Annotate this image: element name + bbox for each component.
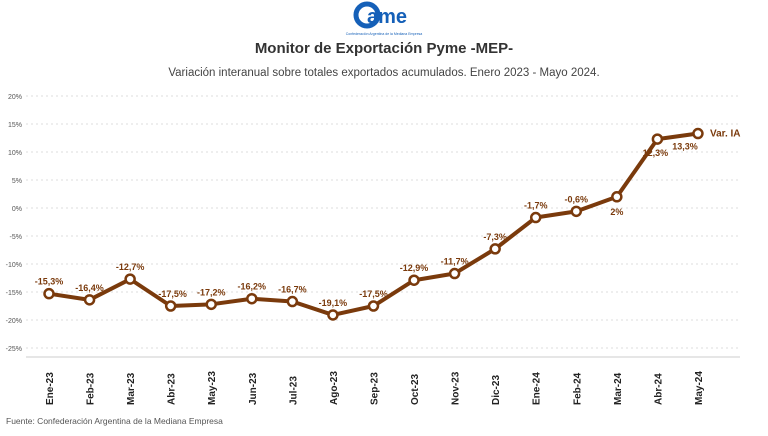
data-label: -16,4% bbox=[75, 283, 104, 293]
x-tick-label: Ago-23 bbox=[329, 371, 340, 405]
data-point bbox=[83, 294, 96, 306]
data-point bbox=[164, 300, 177, 312]
logo-text: ame bbox=[367, 6, 407, 28]
x-tick-label: Oct-23 bbox=[410, 373, 421, 405]
x-tick-label: Ene-24 bbox=[532, 372, 543, 405]
data-point bbox=[448, 267, 461, 280]
x-tick-label: Jul-23 bbox=[288, 376, 299, 405]
data-label: -7,3% bbox=[483, 232, 507, 242]
y-tick-label: 20% bbox=[8, 94, 22, 101]
data-point bbox=[651, 133, 664, 145]
data-point bbox=[286, 295, 299, 308]
y-tick-label: -15% bbox=[6, 290, 22, 297]
data-point bbox=[327, 309, 339, 321]
data-label: -1,7% bbox=[524, 201, 548, 211]
logo-tagline: Confederación Argentina de la Mediana Em… bbox=[346, 32, 423, 36]
data-label: -15,3% bbox=[35, 277, 64, 287]
data-label: -16,7% bbox=[278, 285, 307, 295]
data-point bbox=[246, 292, 258, 305]
x-tick-label: May-23 bbox=[207, 371, 218, 405]
y-tick-label: -10% bbox=[6, 262, 22, 269]
data-label: 2% bbox=[610, 207, 623, 217]
y-tick-label: -20% bbox=[6, 318, 22, 325]
y-tick-label: 15% bbox=[8, 122, 22, 129]
data-point bbox=[205, 298, 217, 311]
x-tick-label: Mar-23 bbox=[126, 372, 137, 405]
x-tick-label: Feb-24 bbox=[572, 372, 583, 405]
data-point bbox=[570, 205, 583, 218]
data-label: -12,7% bbox=[116, 262, 145, 272]
series-label: Var. IA bbox=[710, 129, 741, 140]
x-tick-label: Dic-23 bbox=[491, 375, 502, 405]
x-tick-label: Nov-23 bbox=[451, 371, 462, 405]
data-label: -17,2% bbox=[197, 287, 226, 297]
data-label: -0,6% bbox=[565, 194, 589, 204]
data-label: 12,3% bbox=[643, 148, 669, 158]
data-point bbox=[124, 273, 136, 285]
data-label: -17,5% bbox=[359, 289, 388, 299]
data-label: -19,1% bbox=[319, 298, 348, 308]
y-tick-label: -25% bbox=[6, 346, 22, 353]
x-tick-label: Abr-23 bbox=[167, 373, 178, 405]
data-point bbox=[489, 243, 501, 255]
x-tick-label: Abr-24 bbox=[653, 373, 664, 405]
y-tick-label: -5% bbox=[10, 234, 22, 241]
chart-title: Monitor de Exportación Pyme -MEP- bbox=[254, 40, 514, 57]
data-label: 13,3% bbox=[672, 142, 698, 152]
data-point bbox=[692, 127, 704, 140]
data-point bbox=[529, 211, 542, 224]
data-point bbox=[408, 274, 420, 286]
x-tick-label: Sep-23 bbox=[369, 372, 380, 405]
data-label: -11,7% bbox=[441, 257, 469, 267]
x-tick-label: Feb-23 bbox=[86, 372, 97, 405]
y-tick-label: 5% bbox=[12, 178, 22, 185]
x-tick-label: Jun-23 bbox=[248, 372, 259, 405]
data-label: -17,5% bbox=[158, 289, 187, 299]
data-point bbox=[367, 300, 380, 312]
data-label: -12,9% bbox=[400, 263, 429, 273]
data-label: -16,2% bbox=[238, 282, 267, 292]
logo-icon bbox=[353, 1, 381, 29]
x-tick-label: Ene-23 bbox=[45, 372, 56, 405]
x-tick-label: Mar-24 bbox=[613, 372, 624, 405]
y-tick-label: 0% bbox=[12, 206, 22, 213]
x-tick-label: May-24 bbox=[694, 371, 705, 405]
source-note: Fuente: Confederación Argentina de la Me… bbox=[6, 416, 223, 426]
y-tick-label: 10% bbox=[8, 150, 22, 157]
data-point bbox=[611, 191, 623, 203]
data-point bbox=[43, 287, 55, 300]
chart-subtitle: Variación interanual sobre totales expor… bbox=[168, 67, 600, 79]
series-line bbox=[48, 131, 699, 317]
